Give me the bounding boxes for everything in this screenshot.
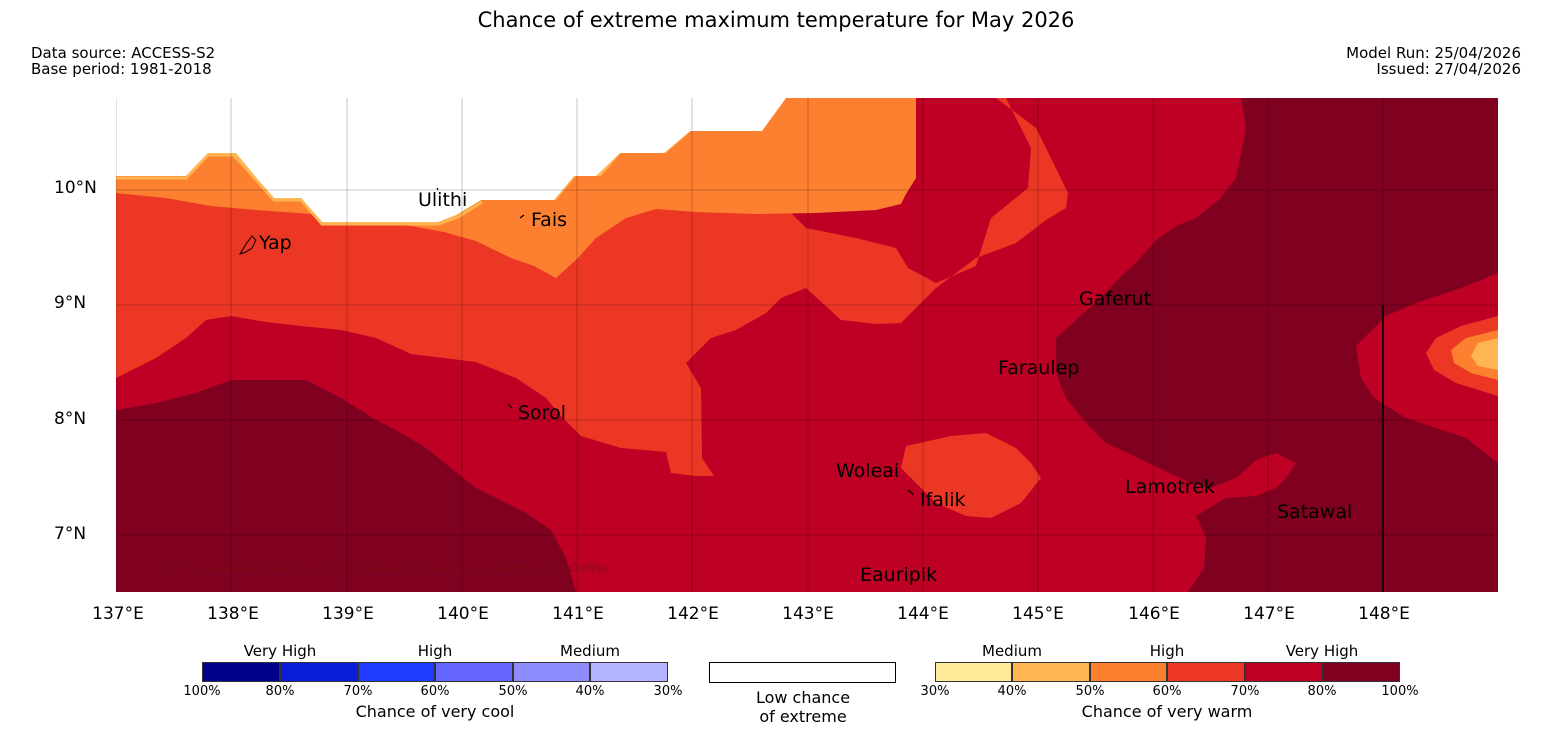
band-80-100-sw <box>116 380 576 592</box>
base-period: Base period: 1981-2018 <box>31 60 212 78</box>
legend-cool-swatch <box>513 662 590 682</box>
legend-cool-swatch <box>280 662 358 682</box>
legend-warm-swatch <box>1245 662 1322 682</box>
legend-low-line1: Low chance <box>755 688 851 707</box>
place-sorol: Sorol <box>518 402 566 424</box>
band-80-100-east <box>1056 98 1498 592</box>
legend-cool-swatch <box>358 662 435 682</box>
model-run: Model Run: 25/04/2026 <box>1346 44 1521 62</box>
place-faraulep: Faraulep <box>998 357 1080 379</box>
band-40-50-east <box>1471 338 1498 370</box>
band-40-50-edge <box>116 153 483 226</box>
lon-tick: 139°E <box>322 604 374 624</box>
place-fais: Fais <box>531 209 568 231</box>
place-gaferut: Gaferut <box>1079 288 1152 310</box>
lat-tick: 8°N <box>54 409 87 429</box>
legend-cool-pct: 80% <box>265 684 295 699</box>
ifalik-island <box>907 489 915 496</box>
legend-low-line2: of extreme <box>759 707 847 726</box>
legend-low-swatch <box>709 662 896 683</box>
place-ifalik: Ifalik <box>920 489 966 511</box>
legend-cool-swatch <box>435 662 513 682</box>
lon-tick: 143°E <box>782 604 834 624</box>
lat-tick: 7°N <box>54 524 87 544</box>
legend-warm-pct: 80% <box>1307 684 1337 699</box>
place-ulithi: Ulithi <box>418 189 468 211</box>
place-satawal: Satawal <box>1277 501 1353 523</box>
legend-warm-pct: 50% <box>1075 684 1105 699</box>
legend-cool-head: Medium <box>560 642 620 660</box>
lon-tick: 142°E <box>667 604 719 624</box>
place-woleai: Woleai <box>836 460 900 482</box>
sorol-island <box>507 403 513 409</box>
lon-tick: 145°E <box>1012 604 1064 624</box>
fais-island <box>519 214 525 219</box>
issued-date: Issued: 27/04/2026 <box>1376 60 1521 78</box>
legend-warm-head: Medium <box>982 642 1042 660</box>
legend-cool-caption: Chance of very cool <box>355 702 515 721</box>
legend-warm-swatch <box>1090 662 1167 682</box>
legend-warm-pct: 40% <box>997 684 1027 699</box>
meta-left: Data source: ACCESS-S2 Base period: 1981… <box>31 45 215 77</box>
lon-tick: 147°E <box>1243 604 1295 624</box>
graticule <box>116 98 1498 592</box>
legend-cool-pct: 50% <box>498 684 528 699</box>
legend-cool-pct: 70% <box>343 684 373 699</box>
lon-tick: 144°E <box>897 604 949 624</box>
legend-low-caption: Low chance of extreme <box>756 688 850 726</box>
legend-cool-swatch <box>202 662 280 682</box>
page-title: Chance of extreme maximum temperature fo… <box>477 8 1075 32</box>
legend-cool-pct: 40% <box>575 684 605 699</box>
band-60-70-south <box>901 433 1041 518</box>
lon-tick: 140°E <box>437 604 489 624</box>
place-lamotrek: Lamotrek <box>1125 476 1215 498</box>
forecast-map[interactable] <box>116 98 1498 592</box>
legend-warm-swatch <box>1012 662 1090 682</box>
lat-tick: 10°N <box>54 178 97 198</box>
legend-warm-pct: 70% <box>1230 684 1260 699</box>
legend-cool-pct: 100% <box>183 684 221 699</box>
lon-tick: 138°E <box>207 604 259 624</box>
meta-right: Model Run: 25/04/2026 Issued: 27/04/2026 <box>1346 45 1521 77</box>
place-yap: Yap <box>259 232 292 254</box>
copyright-notice: © Commonwealth of Australia 2026, Bureau… <box>147 562 611 575</box>
legend-warm-head: High <box>1149 642 1185 660</box>
legend-warm-caption: Chance of very warm <box>1081 702 1253 721</box>
lon-tick: 141°E <box>552 604 604 624</box>
legend-warm-head: Very High <box>1285 642 1359 660</box>
legend-warm-pct: 100% <box>1381 684 1419 699</box>
lon-tick: 146°E <box>1128 604 1180 624</box>
legend-cool-pct: 30% <box>653 684 683 699</box>
legend-warm-pct: 60% <box>1152 684 1182 699</box>
legend-cool-swatch <box>590 662 668 682</box>
lat-tick: 9°N <box>54 293 87 313</box>
legend-warm-pct: 30% <box>920 684 950 699</box>
legend-warm-swatch <box>1322 662 1400 682</box>
legend-cool-head: High <box>417 642 453 660</box>
legend-warm-swatch <box>1167 662 1245 682</box>
legend-cool-pct: 60% <box>420 684 450 699</box>
place-eauripik: Eauripik <box>860 564 938 586</box>
legend-cool-head: Very High <box>243 642 317 660</box>
data-source: Data source: ACCESS-S2 <box>31 44 216 62</box>
lon-tick: 137°E <box>92 604 144 624</box>
legend-warm-swatch <box>935 662 1012 682</box>
band-low <box>116 98 786 222</box>
yap-island <box>238 235 257 255</box>
ulithi-island <box>436 187 439 191</box>
lon-tick: 148°E <box>1358 604 1410 624</box>
